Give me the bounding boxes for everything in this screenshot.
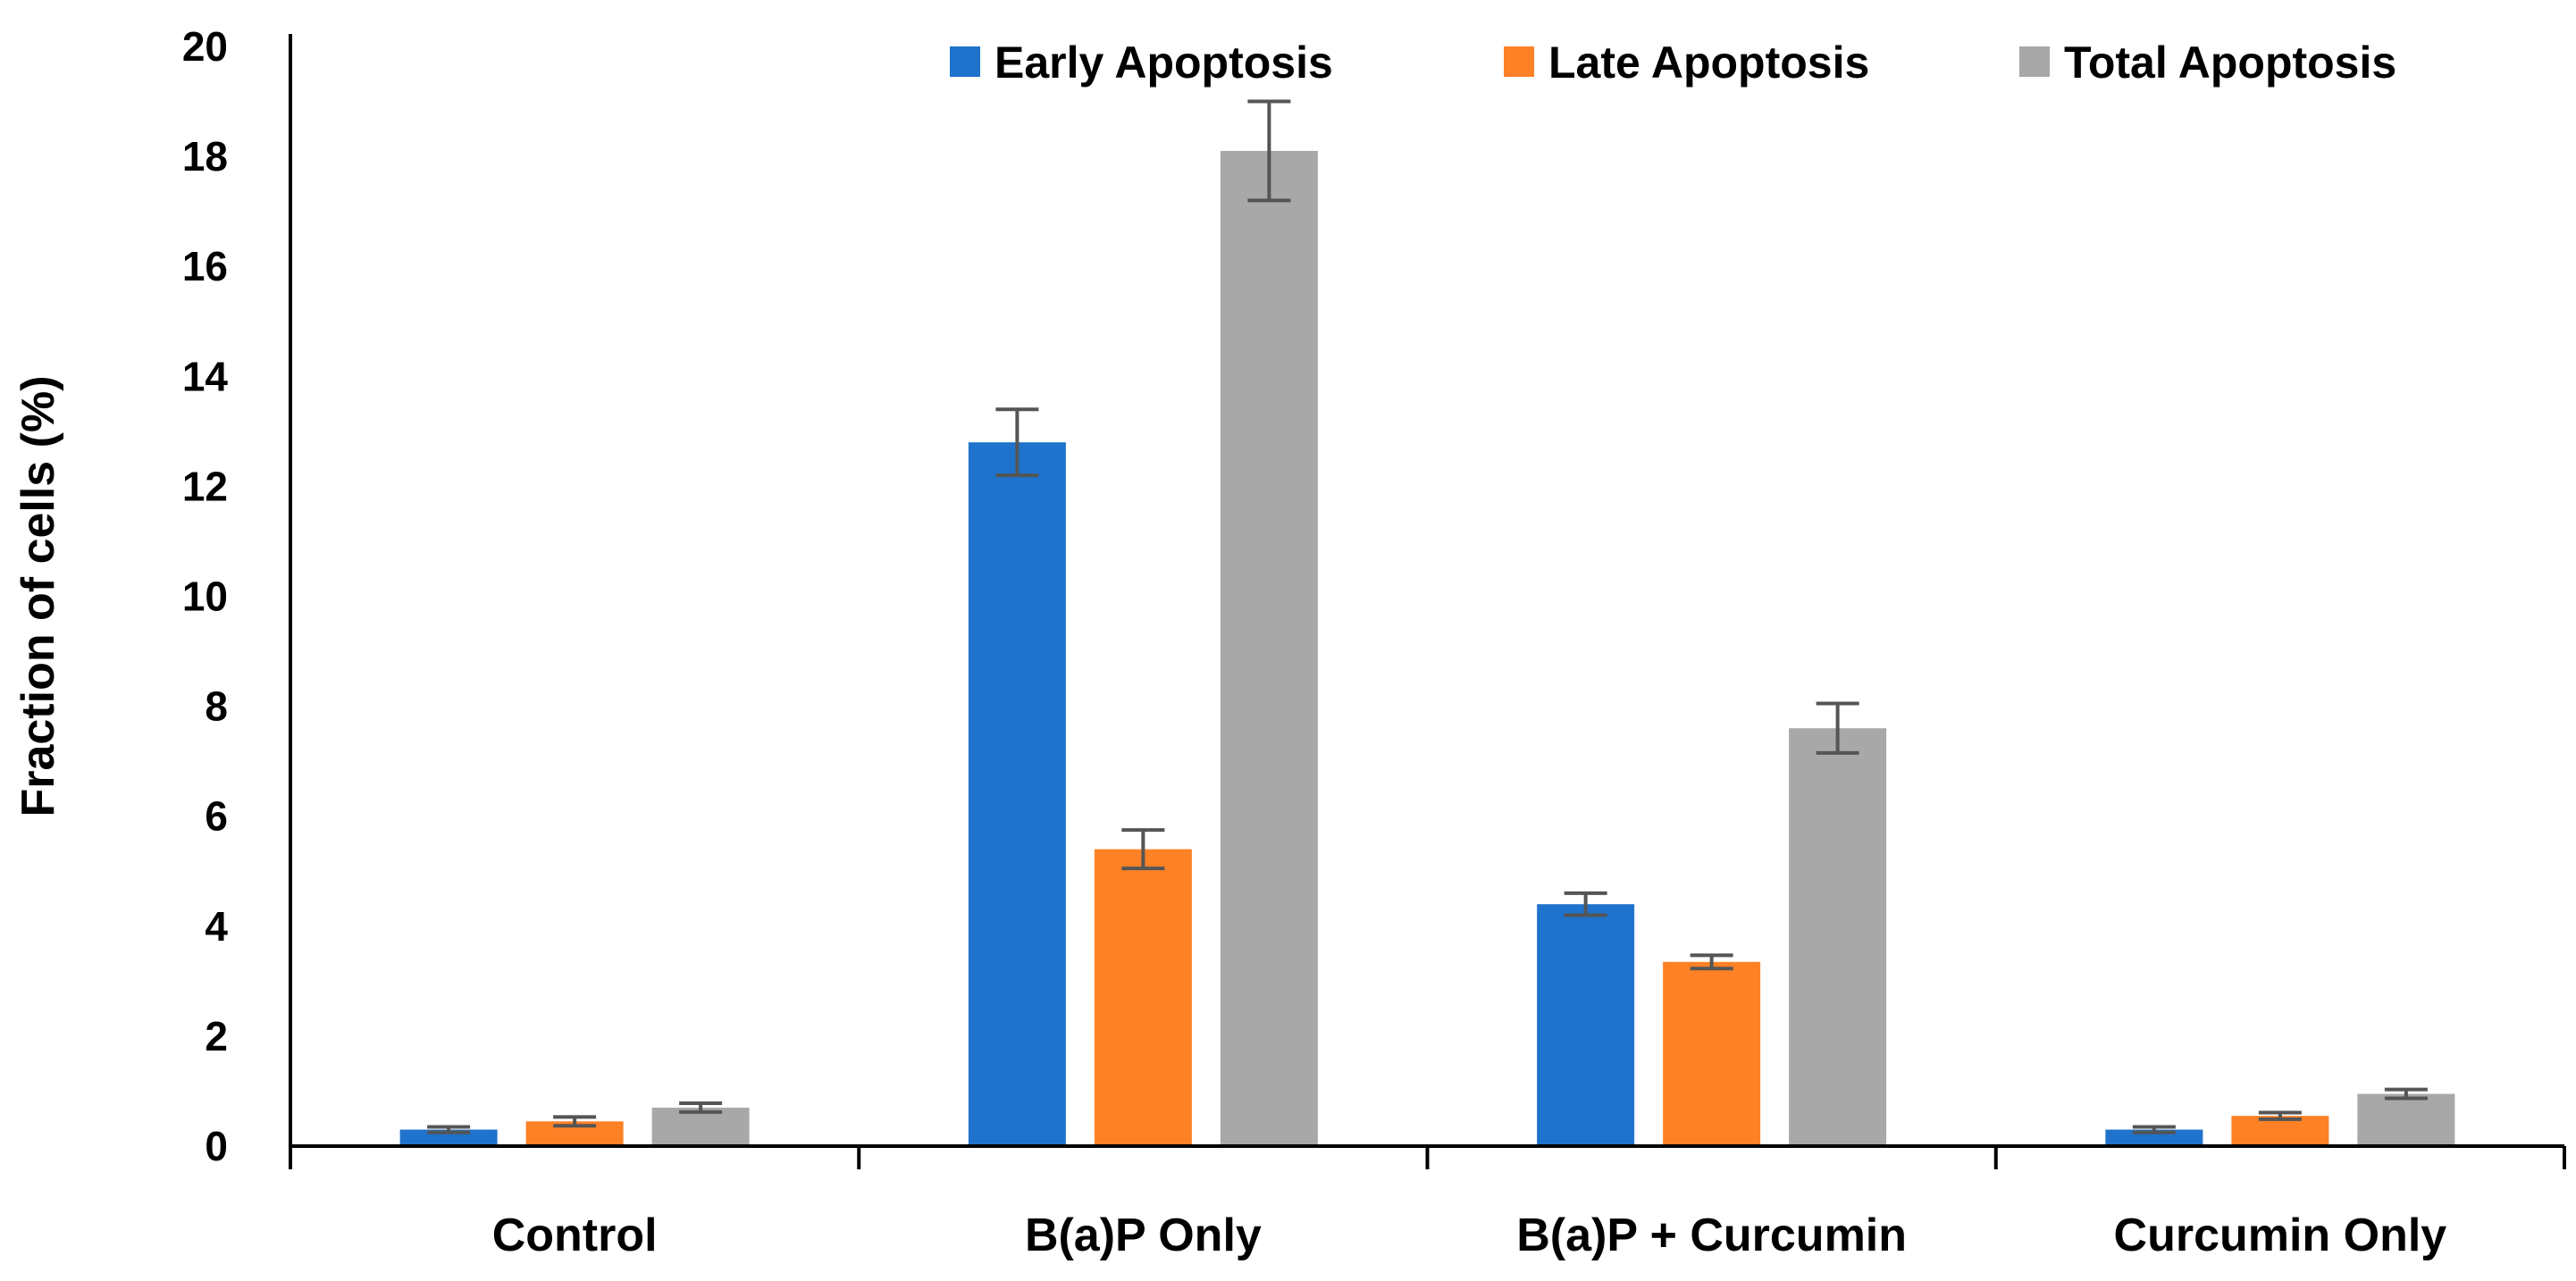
x-tick-label: B(a)P + Curcumin (1516, 1210, 1907, 1261)
y-tick-label: 8 (205, 683, 228, 730)
y-tick-label: 4 (205, 903, 228, 950)
legend-label: Late Apoptosis (1548, 38, 1869, 88)
y-tick-label: 2 (205, 1013, 228, 1059)
x-tick-label: Curcumin Only (2114, 1210, 2447, 1261)
bar-total-apoptosis-b-a-p-curcumin (1789, 728, 1887, 1146)
legend-swatch (2019, 46, 2050, 77)
y-tick-label: 16 (182, 243, 228, 289)
bars-layer (399, 150, 2455, 1146)
error-bar-total-apoptosis-curcumin-only (2384, 1087, 2428, 1101)
error-bar-late-apoptosis-b-a-p-curcumin (1690, 953, 1733, 971)
y-tick-label: 6 (205, 793, 228, 840)
error-bar-early-apoptosis-curcumin-only (2132, 1125, 2176, 1134)
error-bar-total-apoptosis-b-a-p-only (1247, 99, 1291, 203)
labels-layer: Control B(a)P Only B(a)P + Curcumin Curcumi… (13, 23, 2446, 1261)
error-bar-early-apoptosis-b-a-p-only (995, 407, 1039, 478)
error-bar-early-apoptosis-control (427, 1125, 471, 1134)
axes-layer (289, 34, 2566, 1169)
legend-swatch (1504, 46, 1534, 77)
y-tick-label: 10 (182, 574, 228, 620)
bar-early-apoptosis-control (399, 1129, 498, 1146)
legend-label: Total Apoptosis (2064, 38, 2396, 88)
bar-late-apoptosis-b-a-p-only (1094, 849, 1192, 1146)
bar-total-apoptosis-b-a-p-only (1220, 150, 1318, 1146)
error-bar-late-apoptosis-control (553, 1115, 597, 1128)
legend-label: Early Apoptosis (994, 38, 1333, 88)
bar-late-apoptosis-b-a-p-curcumin (1663, 961, 1761, 1146)
bar-total-apoptosis-curcumin-only (2357, 1093, 2455, 1146)
bar-total-apoptosis-control (651, 1107, 750, 1146)
error-bar-total-apoptosis-b-a-p-curcumin (1816, 701, 1859, 755)
y-tick-label: 18 (182, 133, 228, 180)
y-tick-label: 14 (182, 353, 229, 399)
legend-item-total-apoptosis: Total Apoptosis (2019, 38, 2396, 88)
bar-early-apoptosis-b-a-p-curcumin (1537, 904, 1635, 1146)
y-tick-label: 0 (205, 1123, 228, 1169)
error-bar-late-apoptosis-b-a-p-only (1121, 828, 1165, 871)
error-bar-total-apoptosis-control (679, 1101, 723, 1114)
error-bars-layer (427, 99, 2428, 1134)
legend: Early Apoptosis Late Apoptosis Total Apopt… (950, 38, 2396, 88)
bar-early-apoptosis-curcumin-only (2105, 1129, 2203, 1146)
error-bar-late-apoptosis-curcumin-only (2258, 1110, 2302, 1121)
y-tick-label: 12 (182, 463, 228, 509)
error-bar-early-apoptosis-b-a-p-curcumin (1564, 891, 1607, 917)
y-axis-title: Fraction of cells (%) (13, 375, 64, 816)
y-tick-label: 20 (182, 23, 228, 70)
x-tick-label: Control (492, 1210, 658, 1261)
legend-item-early-apoptosis: Early Apoptosis (950, 38, 1333, 88)
bar-early-apoptosis-b-a-p-only (968, 442, 1066, 1146)
x-tick-label: B(a)P Only (1025, 1210, 1262, 1261)
legend-item-late-apoptosis: Late Apoptosis (1504, 38, 1869, 88)
legend-swatch (950, 46, 980, 77)
